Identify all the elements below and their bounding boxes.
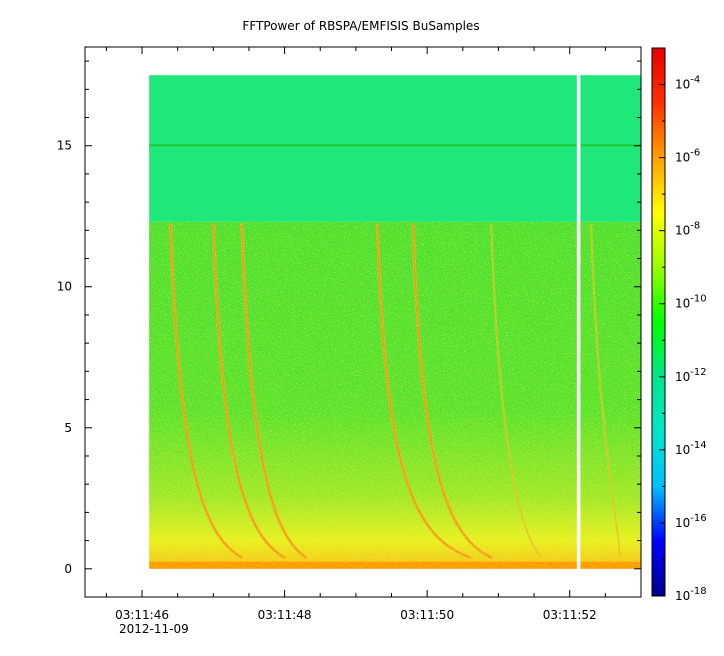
colorbar-ticks: 10-4 10-6 10-8 10-10 10-12 10-14 10-16 10-18 [659,47,707,603]
y-tick-label: 15 [57,139,72,153]
plot-frame [84,46,642,598]
colorbar-tick-label: 10-4 [675,75,700,92]
x-tick-label: 03:11:50 [400,608,454,622]
heatmap-speckle [149,221,641,569]
plot-area [149,74,641,570]
x-axis: 03:11:46 03:11:48 03:11:50 03:11:52 [105,47,642,622]
chart-title: FFTPower of RBSPA/EMFISIS BuSamples [242,19,479,33]
colorbar-tick-label: 10-8 [675,221,700,238]
x-date-label: 2012-11-09 [119,622,189,636]
y-tick-label: 5 [64,421,72,435]
colorbar-tick-label: 10-6 [675,148,700,165]
colorbar-tick-label: 10-14 [675,440,707,457]
x-tick-label: 03:11:52 [543,608,597,622]
colorbar [651,47,666,597]
x-tick-label: 03:11:48 [258,608,312,622]
data-gap-layer [576,74,581,570]
colorbar-tick-label: 10-12 [675,367,707,384]
heatmap-upper-band [149,75,641,222]
y-axis: 0 5 10 15 [57,60,641,576]
heatmap-line-15 [149,144,641,147]
data-gap [576,74,581,570]
x-tick-label: 03:11:46 [115,608,169,622]
colorbar-tick-label: 10-10 [675,294,707,311]
colorbar-tick-label: 10-16 [675,513,707,530]
y-tick-label: 0 [64,562,72,576]
colorbar-tick-label: 10-18 [675,586,707,603]
y-tick-label: 10 [57,280,72,294]
noise-layer [149,221,641,569]
